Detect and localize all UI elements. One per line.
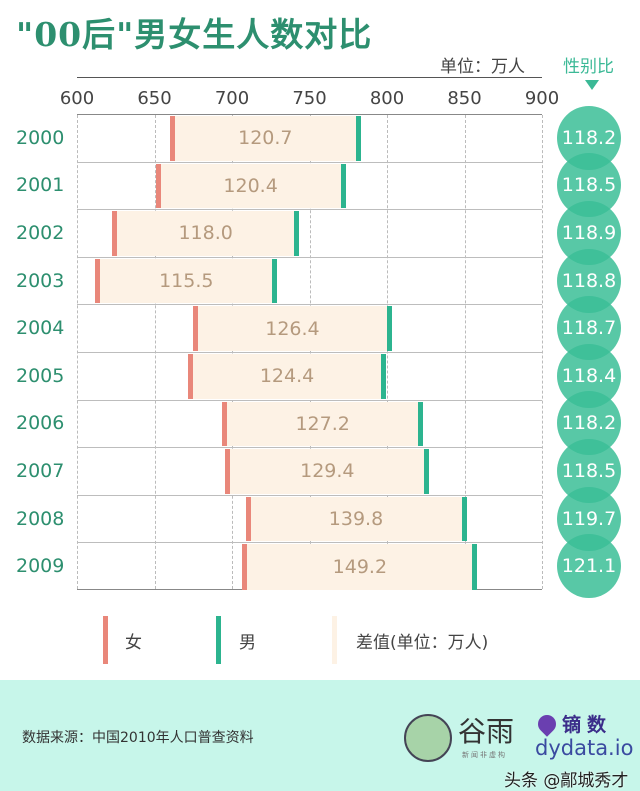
chart-row: 118.0 bbox=[77, 210, 542, 258]
year-label: 2001 bbox=[16, 174, 65, 197]
chart-row: 120.4 bbox=[77, 163, 542, 211]
legend-diff-swatch bbox=[332, 616, 337, 664]
difference-value: 129.4 bbox=[300, 460, 355, 483]
x-tick-label: 900 bbox=[524, 88, 560, 109]
difference-value: 124.4 bbox=[259, 365, 315, 388]
male-marker bbox=[294, 211, 300, 256]
dydata-url: dydata.io bbox=[535, 736, 634, 760]
male-marker bbox=[387, 306, 393, 351]
female-marker bbox=[222, 401, 228, 447]
sex-ratio-circle: 118.2 bbox=[557, 391, 621, 456]
legend-male-swatch bbox=[216, 616, 221, 664]
female-marker bbox=[155, 163, 161, 209]
axis-top-line bbox=[77, 77, 542, 78]
legend-female-swatch bbox=[103, 616, 108, 664]
difference-bar bbox=[97, 258, 276, 304]
female-marker bbox=[192, 306, 198, 351]
male-marker bbox=[380, 354, 386, 399]
female-marker bbox=[95, 258, 101, 304]
difference-bar bbox=[171, 116, 360, 161]
chart-row: 139.8 bbox=[77, 496, 542, 544]
difference-bar bbox=[157, 163, 344, 209]
sex-ratio-circle: 118.4 bbox=[557, 343, 621, 408]
chart-row: 120.7 bbox=[77, 115, 542, 163]
toutiao-watermark: 头条 @鄗城秀才 bbox=[504, 771, 629, 791]
x-tick-label: 700 bbox=[214, 88, 250, 109]
difference-value: 139.8 bbox=[328, 508, 384, 531]
male-marker bbox=[424, 449, 430, 494]
x-tick-label: 850 bbox=[447, 88, 482, 109]
male-marker bbox=[272, 258, 278, 304]
dydata-flame-icon bbox=[534, 711, 560, 737]
legend-diff-label: 差值(单位：万人) bbox=[356, 633, 489, 653]
difference-value: 126.4 bbox=[265, 317, 320, 340]
dydata-logo-text: 镝数 bbox=[562, 714, 613, 736]
difference-bar bbox=[114, 211, 298, 256]
sex-ratio-circle: 119.7 bbox=[557, 486, 621, 551]
chart-row: 115.5 bbox=[77, 258, 542, 306]
year-label: 2003 bbox=[16, 269, 65, 292]
chart-row: 129.4 bbox=[77, 448, 542, 496]
year-label: 2007 bbox=[16, 460, 65, 482]
difference-value: 149.2 bbox=[332, 556, 388, 579]
male-marker bbox=[356, 116, 362, 161]
gridline bbox=[542, 115, 543, 589]
chart-row: 149.2 bbox=[77, 543, 542, 591]
x-tick-label: 600 bbox=[59, 88, 95, 109]
difference-value: 115.5 bbox=[159, 270, 214, 293]
sex-ratio-circle: 121.1 bbox=[557, 534, 621, 599]
year-label: 2004 bbox=[16, 317, 65, 340]
difference-bar bbox=[194, 306, 391, 351]
data-source: 数据来源：中国2010年人口普查资料 bbox=[22, 730, 254, 746]
male-marker bbox=[461, 496, 467, 542]
legend-male-label: 男 bbox=[239, 633, 256, 653]
chart-row: 124.4 bbox=[77, 353, 542, 401]
female-marker bbox=[245, 496, 251, 542]
sex-ratio-circle: 118.2 bbox=[557, 105, 621, 170]
difference-value: 120.7 bbox=[238, 127, 293, 150]
unit-label: 单位：万人 bbox=[440, 57, 525, 77]
difference-value: 118.0 bbox=[178, 222, 233, 245]
male-marker bbox=[418, 401, 424, 447]
year-label: 2006 bbox=[16, 412, 65, 435]
x-tick-label: 750 bbox=[292, 88, 327, 109]
chart-row: 127.2 bbox=[77, 401, 542, 449]
difference-value: 120.4 bbox=[223, 174, 278, 197]
female-marker bbox=[242, 544, 248, 590]
guyu-bird-logo-icon bbox=[404, 714, 452, 762]
x-tick-label: 650 bbox=[137, 88, 172, 109]
guyu-logo-subtitle: 新闻非虚构 bbox=[462, 751, 507, 759]
difference-bar bbox=[247, 496, 465, 542]
difference-bar bbox=[227, 449, 428, 494]
footer: 数据来源：中国2010年人口普查资料 谷雨 新闻非虚构 镝数 dydata.io… bbox=[0, 680, 640, 791]
plot-area: 120.7 120.4 118.0 115.5 126.4 124.4 127.2 129.4… bbox=[77, 114, 543, 591]
female-marker bbox=[112, 211, 118, 256]
legend-female-label: 女 bbox=[125, 633, 142, 653]
difference-bar bbox=[224, 401, 422, 447]
year-label: 2005 bbox=[16, 364, 65, 387]
difference-bar bbox=[244, 544, 476, 590]
male-marker bbox=[472, 544, 478, 590]
female-marker bbox=[225, 449, 231, 494]
difference-bar bbox=[190, 354, 384, 399]
year-label: 2002 bbox=[16, 222, 65, 244]
year-label: 2008 bbox=[16, 507, 65, 530]
chart-title: "00后"男女生人数对比 bbox=[16, 15, 373, 54]
chart-row: 126.4 bbox=[77, 305, 542, 353]
male-marker bbox=[340, 163, 346, 209]
year-label: 2009 bbox=[16, 555, 65, 578]
female-marker bbox=[169, 116, 175, 161]
down-triangle-icon bbox=[585, 80, 599, 90]
sex-ratio-header: 性别比 bbox=[563, 57, 614, 77]
x-tick-label: 800 bbox=[369, 88, 405, 109]
female-marker bbox=[188, 354, 194, 399]
guyu-logo-text: 谷雨 bbox=[458, 715, 515, 748]
sex-ratio-circle: 118.8 bbox=[557, 248, 621, 313]
year-label: 2000 bbox=[16, 126, 65, 149]
difference-value: 127.2 bbox=[295, 412, 350, 435]
